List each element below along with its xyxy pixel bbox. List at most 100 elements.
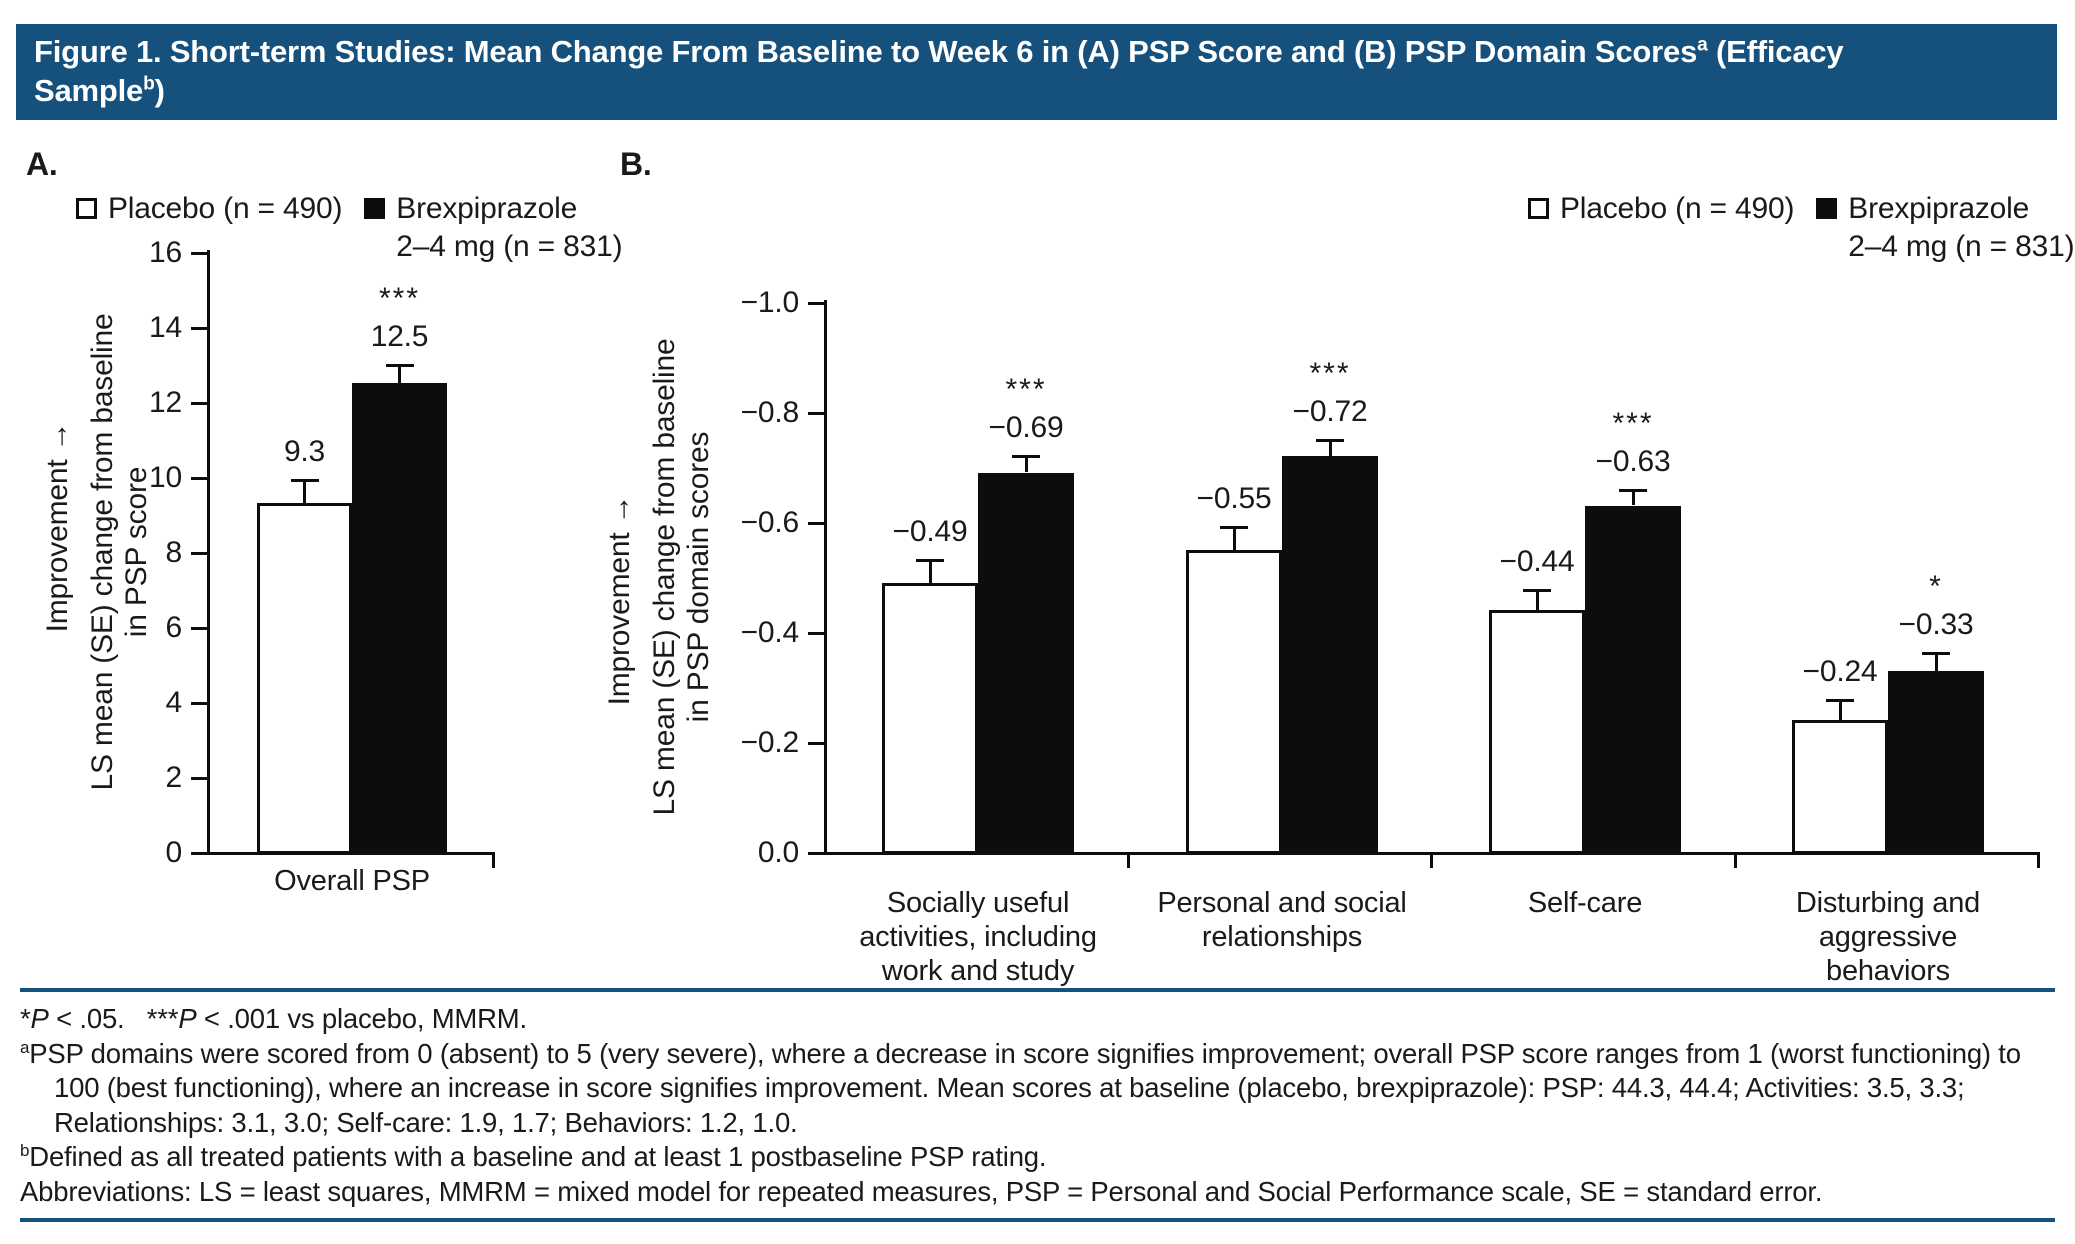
error-bar-whisker <box>1535 590 1539 610</box>
ylabel-improvement: Improvement → <box>603 494 636 706</box>
y-axis <box>824 300 827 855</box>
footnotes: *P < .05. ***P < .001 vs placebo, MMRM. a… <box>20 1002 2055 1209</box>
significance-marker: * <box>1929 570 1943 603</box>
category-label-line: Overall PSP <box>274 865 430 897</box>
error-bar-whisker <box>1934 654 1938 671</box>
ylabel-main: LS mean (SE) change from baseline in PSP … <box>648 339 716 816</box>
y-tick <box>191 402 207 405</box>
x-tick <box>2037 855 2040 868</box>
x-tick <box>1127 855 1130 868</box>
ylabel-line2: in PSP domain scores <box>682 431 715 723</box>
y-tick-label: 10 <box>149 461 182 494</box>
legend-brexpiprazole-label: Brexpiprazole 2–4 mg (n = 831) <box>1848 190 2074 266</box>
footnote-1: *P < .05. ***P < .001 vs placebo, MMRM. <box>20 1003 527 1034</box>
error-bar-cap <box>1922 652 1950 655</box>
bar-brexpiprazole <box>978 472 1074 854</box>
x-tick <box>1430 855 1433 868</box>
legend-item-brexpiprazole: Brexpiprazole 2–4 mg (n = 831) <box>364 190 623 266</box>
divider-rule-top <box>20 988 2055 992</box>
bar-placebo <box>257 503 352 854</box>
figure-title-bar: Figure 1. Short-term Studies: Mean Chang… <box>16 24 2057 120</box>
category-label-line: Disturbing and <box>1795 887 1981 919</box>
error-bar-whisker <box>303 480 306 504</box>
y-tick-label: 2 <box>165 761 183 794</box>
ylabel-main: LS mean (SE) change from baseline in PSP … <box>86 314 154 791</box>
legend-brexpiprazole-line2: 2–4 mg (n = 831) <box>396 230 623 263</box>
panel-a-label: A. <box>26 146 58 182</box>
y-tick-label: 16 <box>149 236 182 269</box>
legend-item-brexpiprazole: Brexpiprazole 2–4 mg (n = 831) <box>1816 190 2075 266</box>
y-tick <box>808 302 824 305</box>
error-bar-cap <box>1619 489 1647 493</box>
placebo-swatch-icon <box>1528 198 1549 219</box>
x-tick <box>492 855 495 868</box>
footnote-4: Abbreviations: LS = least squares, MMRM … <box>20 1175 1823 1207</box>
y-tick <box>808 522 824 525</box>
value-label: 9.3 <box>283 434 326 468</box>
y-tick <box>808 632 824 635</box>
y-tick <box>191 477 207 480</box>
legend-brexpiprazole-line1: Brexpiprazole <box>396 192 578 225</box>
error-bar-whisker <box>1024 457 1028 473</box>
error-bar-cap <box>1012 455 1040 459</box>
brexpiprazole-swatch-icon <box>1816 198 1838 219</box>
error-bar-cap <box>385 364 414 368</box>
y-tick-label: −0.6 <box>740 506 800 539</box>
error-bar-cap <box>1220 525 1248 529</box>
legend-placebo-label: Placebo (n = 490) <box>108 192 343 225</box>
y-tick-label: −0.4 <box>740 616 800 649</box>
bar-brexpiprazole <box>1585 505 1681 854</box>
y-tick <box>808 742 824 745</box>
bar-placebo <box>882 582 978 854</box>
category-label-line: behaviors <box>1826 955 1950 987</box>
value-label: −0.33 <box>1898 608 1974 641</box>
category-label-line: relationships <box>1201 921 1363 953</box>
value-label: 12.5 <box>370 320 429 354</box>
error-bar-cap <box>1523 588 1551 592</box>
y-tick-label: 0 <box>165 836 183 869</box>
y-tick <box>191 852 207 855</box>
bar-placebo <box>1186 549 1282 854</box>
value-label: −0.49 <box>892 514 968 548</box>
legend-item-placebo: Placebo (n = 490) <box>1528 190 1794 228</box>
brexpiprazole-swatch-icon <box>364 198 386 219</box>
legend-brexpiprazole-label: Brexpiprazole 2–4 mg (n = 831) <box>396 190 622 266</box>
value-label: −0.24 <box>1802 654 1878 688</box>
panel-b-label: B. <box>620 146 652 182</box>
bar-brexpiprazole <box>1888 670 1984 854</box>
y-tick-label: 4 <box>165 686 183 719</box>
legend-panel-a: Placebo (n = 490) Brexpiprazole 2–4 mg (n… <box>76 190 623 266</box>
y-tick <box>191 777 207 780</box>
y-tick <box>191 552 207 555</box>
error-bar-cap <box>1826 698 1854 702</box>
y-tick-label: 12 <box>149 386 182 419</box>
y-tick <box>808 412 824 415</box>
y-tick-label: 6 <box>165 611 183 644</box>
y-tick-label: 0.0 <box>757 836 799 869</box>
error-bar-cap <box>1316 438 1344 442</box>
divider-rule-bottom <box>20 1218 2055 1222</box>
placebo-swatch-icon <box>76 198 97 219</box>
legend-placebo-label: Placebo (n = 490) <box>1560 192 1795 225</box>
y-tick <box>191 327 207 330</box>
y-tick-label: 14 <box>149 311 182 344</box>
significance-marker: *** <box>378 282 421 316</box>
y-tick-label: −0.2 <box>740 726 800 759</box>
category-label-line: Self-care <box>1527 887 1643 919</box>
y-axis <box>207 250 210 855</box>
error-bar-cap <box>290 478 319 482</box>
y-tick-label: 8 <box>165 536 183 569</box>
value-label: −0.72 <box>1292 394 1368 428</box>
category-label-line: work and study <box>881 955 1075 987</box>
y-tick <box>808 852 824 855</box>
bar-brexpiprazole <box>1282 456 1378 854</box>
figure-title: Figure 1. Short-term Studies: Mean Chang… <box>34 34 1844 108</box>
bar-placebo <box>1489 610 1585 854</box>
footnote-2: aPSP domains were scored from 0 (absent)… <box>20 1037 2029 1138</box>
value-label: −0.69 <box>988 411 1064 445</box>
ylabel-line2: in PSP score <box>120 466 153 638</box>
legend-brexpiprazole-line1: Brexpiprazole <box>1848 192 2030 225</box>
significance-marker: *** <box>1005 373 1047 407</box>
y-tick <box>191 702 207 705</box>
